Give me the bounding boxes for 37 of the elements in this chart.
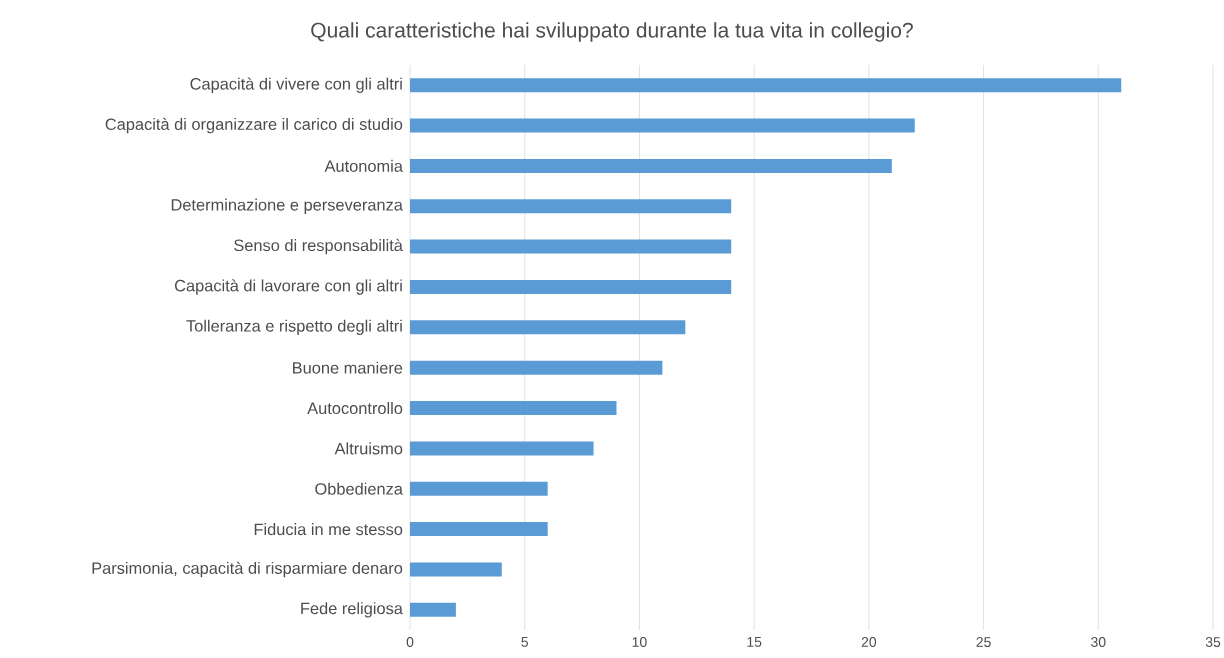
y-tick-label: Capacità di lavorare con gli altri	[174, 279, 402, 295]
x-tick-label: 15	[747, 637, 762, 647]
y-tick-label: Obbedienza	[315, 482, 403, 495]
y-tick-label: Altruismo	[334, 442, 403, 455]
bar	[410, 562, 502, 577]
bar	[410, 522, 548, 537]
y-tick-label: Fede religiosa	[301, 602, 403, 618]
y-tick-label: Buone maniere	[293, 361, 403, 374]
y-tick-label: Autonomia	[324, 159, 403, 172]
x-tick-label: 25	[976, 637, 991, 647]
x-tick-label: 30	[1091, 637, 1106, 647]
y-tick-label: Autocontrollo	[307, 402, 403, 415]
bar	[410, 360, 663, 375]
y-tick-label: Fiducia in me stesso	[254, 523, 403, 536]
x-tick-label: 5	[521, 637, 529, 647]
y-tick-label: Parsimonia, capacità di risparmiare denaro	[92, 561, 403, 578]
y-tick-label: Capacità di vivere con gli altri	[190, 77, 402, 93]
y-tick-label: Capacità di organizzare il carico di studio	[105, 117, 403, 134]
bar	[410, 78, 1122, 93]
bar	[410, 401, 617, 416]
chart-title: Quali caratteristiche hai sviluppato durante la tua vita in collegio?	[311, 22, 913, 42]
y-tick-label: Determinazione e perseveranza	[171, 198, 403, 214]
x-tick-label: 0	[406, 637, 414, 647]
bar	[410, 320, 686, 335]
bar	[410, 158, 892, 173]
bar	[410, 118, 915, 133]
bar	[410, 239, 732, 254]
x-tick-label: 35	[1205, 637, 1221, 647]
x-tick-label: 20	[861, 637, 877, 647]
bar	[410, 279, 732, 294]
bar	[410, 199, 732, 214]
bar	[410, 602, 456, 617]
y-tick-label: Senso di responsabilità	[234, 238, 403, 255]
bar	[410, 481, 548, 496]
bar	[410, 441, 594, 456]
x-tick-label: 10	[632, 637, 647, 647]
y-tick-label: Tolleranza e rispetto degli altri	[186, 319, 402, 335]
